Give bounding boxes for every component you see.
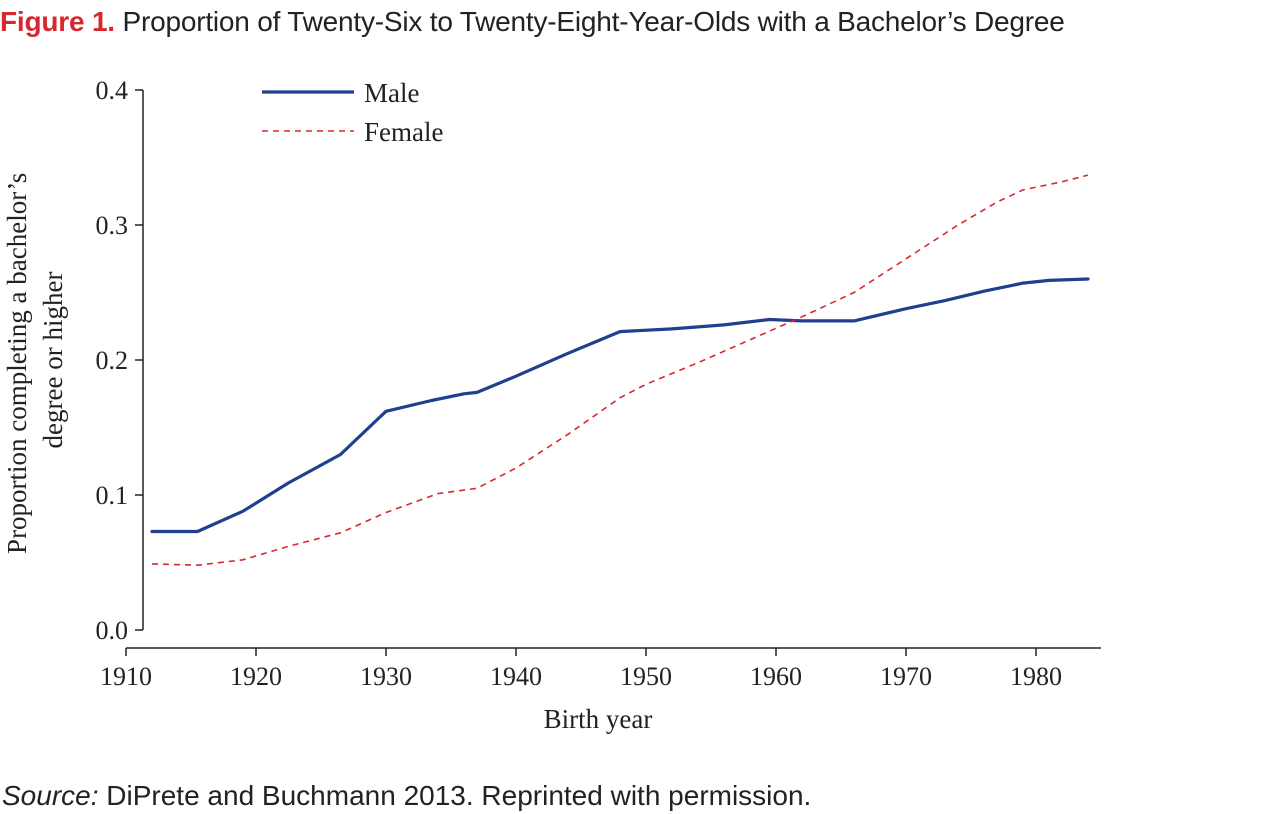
y-axis-title: Proportion completing a bachelor’s degre… xyxy=(2,166,68,554)
chart-legend: Male Female xyxy=(262,78,443,147)
series-line-male xyxy=(150,277,1090,534)
x-tick-label: 1920 xyxy=(230,662,282,691)
source-text: DiPrete and Buchmann 2013. Reprinted wit… xyxy=(106,780,812,811)
y-tick-label: 0.3 xyxy=(96,211,129,240)
y-axis-title-line-1: Proportion completing a bachelor’s xyxy=(2,173,32,554)
x-tick-label: 1960 xyxy=(750,662,802,691)
chart-axes: 0.0 0.1 0.2 0.3 0.4 1910 1920 1930 1940 1950 1960 1… xyxy=(96,76,1101,691)
y-tick-label: 0.4 xyxy=(96,76,129,105)
x-tick-label: 1910 xyxy=(100,662,152,691)
y-tick-label: 0.0 xyxy=(96,616,129,645)
x-tick-label: 1930 xyxy=(360,662,412,691)
figure-title-text: Proportion of Twenty-Six to Twenty-Eight… xyxy=(122,6,1065,37)
line-chart: 0.0 0.1 0.2 0.3 0.4 1910 1920 1930 1940 1950 1960 1… xyxy=(2,76,1101,734)
source-note: Source: DiPrete and Buchmann 2013. Repri… xyxy=(2,778,811,814)
figure-title: Figure 1. Proportion of Twenty-Six to Tw… xyxy=(0,4,1065,40)
x-tick-label: 1950 xyxy=(620,662,672,691)
y-tick-label: 0.2 xyxy=(96,346,129,375)
y-axis-title-line-2: degree or higher xyxy=(38,272,68,449)
source-label: Source: xyxy=(2,780,99,811)
x-tick-label: 1980 xyxy=(1010,662,1062,691)
x-tick-label: 1970 xyxy=(880,662,932,691)
y-tick-label: 0.1 xyxy=(96,481,129,510)
series-line-female xyxy=(151,174,1089,566)
x-axis-title: Birth year xyxy=(544,704,653,734)
figure-label: Figure 1. xyxy=(0,6,115,37)
x-tick-label: 1940 xyxy=(490,662,542,691)
legend-label-female: Female xyxy=(364,117,443,147)
chart-series xyxy=(150,174,1090,566)
legend-label-male: Male xyxy=(364,78,419,108)
